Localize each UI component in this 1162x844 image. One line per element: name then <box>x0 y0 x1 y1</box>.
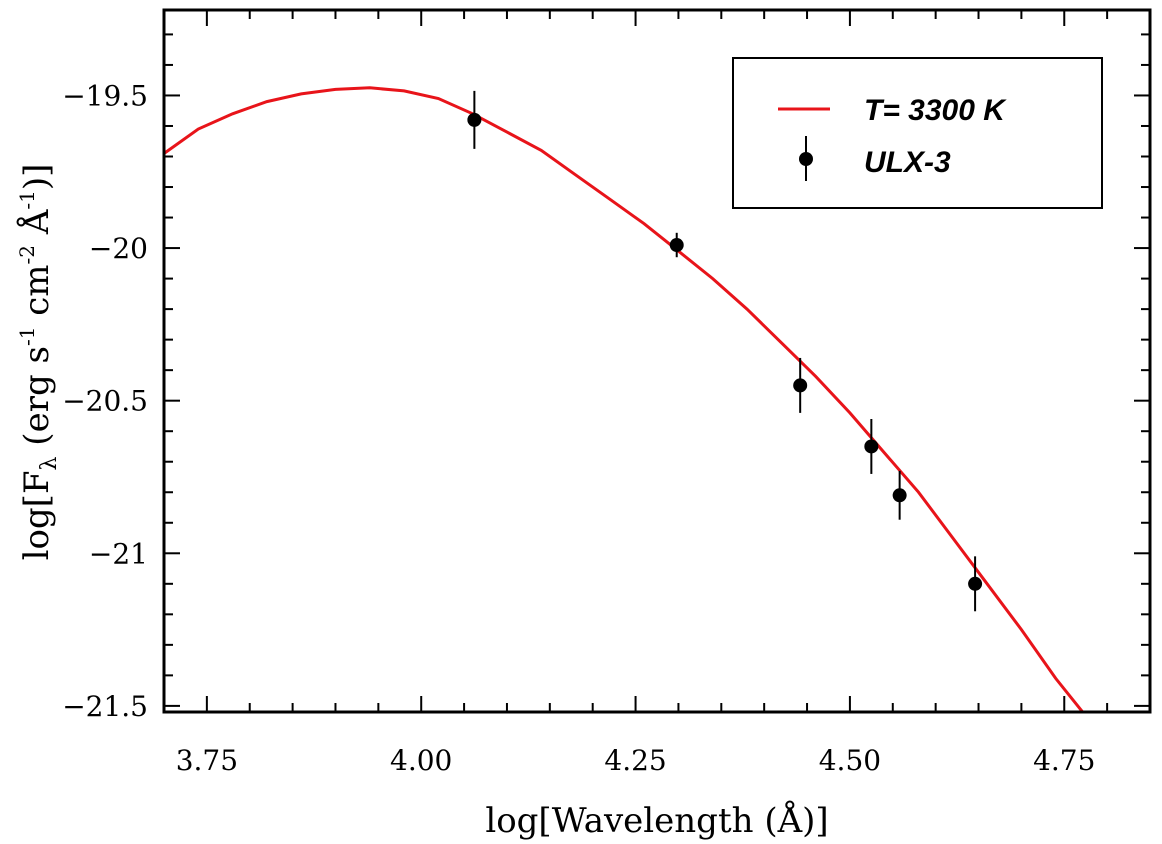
axis-ticks <box>163 10 1151 712</box>
y-label-angstrom: Å <box>16 209 57 245</box>
data-point <box>864 439 879 454</box>
tick-labels: 3.75 4.00 4.25 4.50 4.75 −19.5 −20 −20.5 −21 −21.… <box>62 79 1095 777</box>
plot-frame <box>162 8 1152 714</box>
data-point <box>669 238 684 253</box>
data-point <box>892 488 907 503</box>
x-tick-label: 3.75 <box>176 744 238 777</box>
x-axis-title: log[Wavelength (Å)] <box>485 800 828 841</box>
y-label-sub: λ <box>37 456 62 470</box>
model-curve-line <box>164 86 1085 712</box>
legend: T= 3300 K ULX-3 <box>732 57 1103 209</box>
y-tick-label: −19.5 <box>62 79 148 112</box>
data-point <box>793 378 808 393</box>
plot-area <box>164 86 1085 712</box>
data-point <box>968 576 983 591</box>
y-label-a-exp: -1 <box>15 190 39 209</box>
legend-label-model: T= 3300 K <box>864 94 1007 127</box>
x-tick-label: 4.75 <box>1033 744 1095 777</box>
y-tick-label: −20.5 <box>62 385 148 418</box>
x-tick-label: 4.50 <box>819 744 881 777</box>
legend-point-swatch <box>799 152 813 166</box>
y-tick-label: −21 <box>89 537 148 570</box>
y-label-close: )] <box>17 164 57 191</box>
legend-box <box>732 57 1103 209</box>
y-label-prefix: log[F <box>17 470 57 560</box>
y-label-cm-exp: -2 <box>15 245 39 264</box>
y-label-cm: cm <box>17 264 57 326</box>
x-tick-label: 4.25 <box>604 744 666 777</box>
y-tick-label: −21.5 <box>62 690 148 723</box>
y-axis-title: log[Fλ (erg s-1 cm-2 Å-1)] <box>15 164 62 561</box>
y-label-s-exp: -1 <box>15 327 39 346</box>
svg-text:log[Fλ (erg s-1 cm-2 Å-1)]: log[Fλ (erg s-1 cm-2 Å-1)] <box>15 164 62 561</box>
y-label-units-open: (erg s <box>17 346 57 456</box>
data-point <box>467 112 482 127</box>
legend-label-data: ULX-3 <box>864 146 951 179</box>
y-tick-label: −20 <box>89 232 148 265</box>
x-tick-label: 4.00 <box>390 744 452 777</box>
